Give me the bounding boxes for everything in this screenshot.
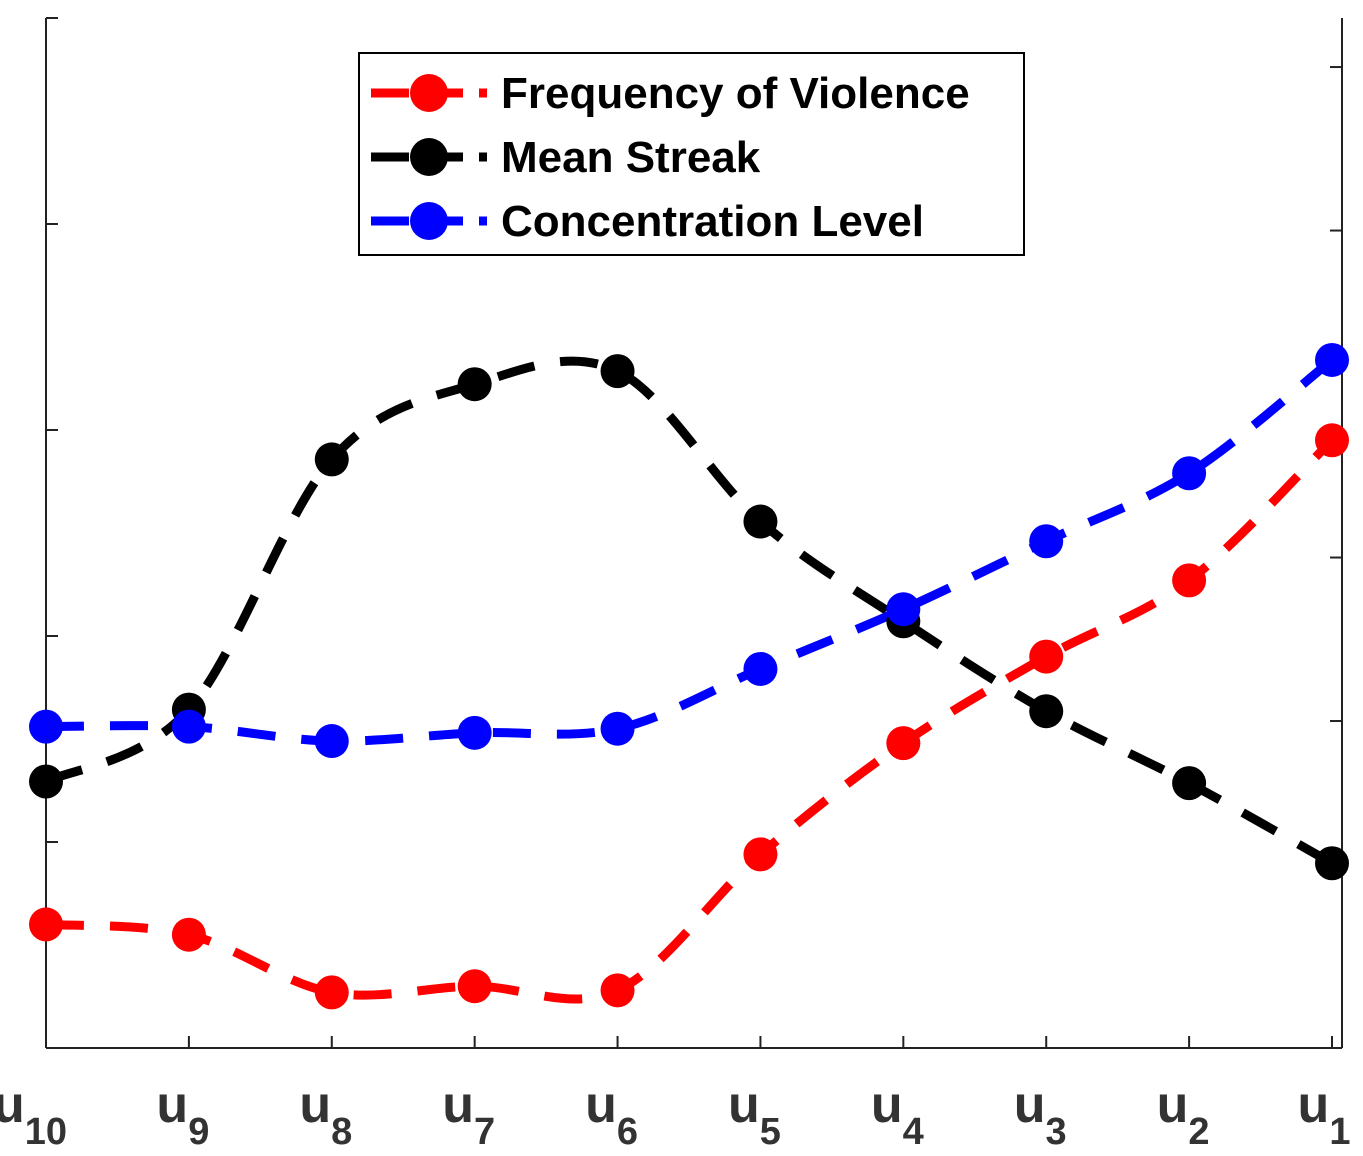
data-point-2-2 (314, 724, 349, 759)
series-line-0 (45, 437, 1336, 1004)
data-point-1-9 (1315, 846, 1349, 881)
x-tick-label: u6 (585, 1076, 638, 1153)
series-lines (43, 356, 1336, 1004)
x-tick-label: u3 (1014, 1076, 1067, 1153)
data-point-0-5 (743, 837, 778, 872)
x-tick-label: u4 (871, 1076, 924, 1153)
x-tick-label: u10 (0, 1076, 67, 1153)
series-markers (29, 342, 1349, 1010)
legend-entry-1: Mean Streak (371, 133, 761, 182)
data-point-0-6 (886, 726, 921, 761)
data-point-0-8 (1172, 563, 1207, 598)
data-point-0-7 (1029, 639, 1064, 674)
data-point-1-7 (1029, 694, 1064, 729)
data-point-1-0 (29, 764, 63, 799)
x-tick-labels: u10 u9 u8 u7 u6 u5 u4 u3 u2 u1 (0, 1076, 1350, 1153)
data-point-2-6 (886, 592, 921, 627)
x-tick-label: u7 (442, 1076, 495, 1153)
legend-marker-2 (410, 202, 448, 240)
series-line-2 (45, 356, 1335, 746)
data-point-0-1 (171, 917, 206, 952)
data-point-0-0 (29, 907, 63, 942)
x-tick-label: u8 (299, 1076, 352, 1153)
legend-label-1: Mean Streak (501, 133, 761, 182)
data-point-1-4 (600, 354, 635, 389)
legend-marker-0 (410, 74, 448, 112)
x-tick-label: u1 (1298, 1076, 1351, 1153)
legend: Frequency of Violence Mean Streak Concentr… (358, 52, 1025, 256)
data-point-2-8 (1172, 456, 1207, 491)
legend-entry-0: Frequency of Violence (371, 69, 970, 118)
legend-marker-1 (410, 138, 448, 176)
data-point-2-0 (29, 709, 63, 744)
data-point-2-5 (743, 651, 778, 686)
data-point-0-2 (314, 975, 349, 1010)
series-line-1 (43, 356, 1335, 868)
data-point-2-1 (171, 709, 206, 744)
x-tick-label: u9 (156, 1076, 209, 1153)
data-point-2-3 (457, 715, 492, 750)
legend-label-2: Concentration Level (501, 197, 924, 246)
data-point-0-3 (457, 969, 492, 1004)
data-point-1-2 (314, 442, 349, 477)
legend-label-0: Frequency of Violence (501, 69, 970, 118)
legend-entry-2: Concentration Level (371, 197, 924, 246)
data-point-2-4 (600, 711, 635, 746)
legend-box (358, 52, 1025, 256)
data-point-2-9 (1315, 342, 1349, 377)
x-tick-label: u5 (728, 1076, 781, 1153)
data-point-0-9 (1315, 423, 1349, 458)
data-point-2-7 (1029, 524, 1064, 559)
data-point-1-8 (1172, 766, 1207, 801)
data-point-0-4 (600, 973, 635, 1008)
x-tick-label: u2 (1157, 1076, 1210, 1153)
data-point-1-5 (743, 504, 778, 539)
data-point-1-3 (457, 367, 492, 402)
